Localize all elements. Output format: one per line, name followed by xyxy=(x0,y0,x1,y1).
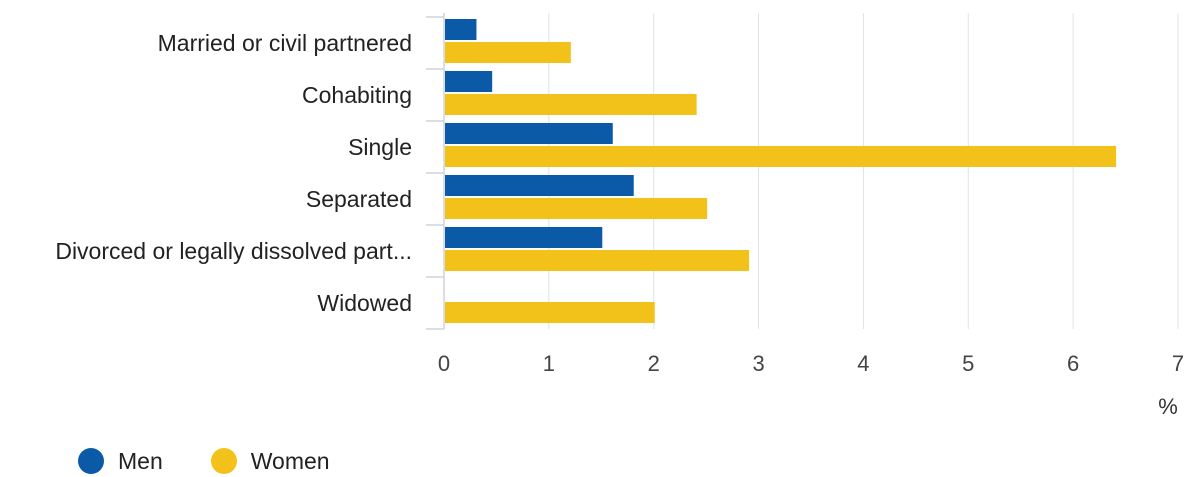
x-unit-label: % xyxy=(1158,394,1178,419)
x-tick-label: 1 xyxy=(543,351,555,376)
bar-women[interactable] xyxy=(445,198,708,219)
bar-men[interactable] xyxy=(445,71,493,92)
category-label: Widowed xyxy=(317,290,412,316)
bars xyxy=(445,19,1117,323)
bar-chart: Married or civil partnered Cohabiting Sing… xyxy=(55,13,1184,419)
bar-women[interactable] xyxy=(445,146,1117,167)
x-tick-label: 2 xyxy=(648,351,660,376)
y-axis xyxy=(426,13,445,330)
legend-item-women[interactable]: Women xyxy=(210,448,330,474)
bar-men[interactable] xyxy=(445,175,634,196)
x-tick-label: 0 xyxy=(438,351,450,376)
legend-label-women: Women xyxy=(250,448,330,474)
bar-women[interactable] xyxy=(445,302,655,323)
bar-men[interactable] xyxy=(445,227,603,248)
category-label: Divorced or legally dissolved part... xyxy=(55,238,412,264)
legend-marker-women xyxy=(210,448,237,474)
category-label: Cohabiting xyxy=(302,82,412,108)
bar-women[interactable] xyxy=(445,250,750,271)
bar-men[interactable] xyxy=(445,19,477,40)
category-label: Separated xyxy=(306,186,412,212)
x-tick-label: 6 xyxy=(1067,351,1079,376)
gridlines xyxy=(548,13,1179,329)
category-labels: Married or civil partnered Cohabiting Sing… xyxy=(55,30,412,316)
legend-label-men: Men xyxy=(118,448,163,474)
x-tick-label: 7 xyxy=(1172,351,1184,376)
legend-marker-men xyxy=(78,448,104,474)
legend: Men Women xyxy=(78,448,378,474)
x-tick-label: 3 xyxy=(752,351,764,376)
x-tick-label: 4 xyxy=(857,351,869,376)
category-label: Married or civil partnered xyxy=(158,30,412,56)
legend-item-men[interactable]: Men xyxy=(78,448,163,474)
bar-women[interactable] xyxy=(445,42,571,63)
x-tick-labels: 0 1 2 3 4 5 6 7 xyxy=(438,351,1184,376)
category-label: Single xyxy=(348,134,412,160)
bar-women[interactable] xyxy=(445,94,697,115)
bar-men[interactable] xyxy=(445,123,613,144)
x-tick-label: 5 xyxy=(962,351,974,376)
